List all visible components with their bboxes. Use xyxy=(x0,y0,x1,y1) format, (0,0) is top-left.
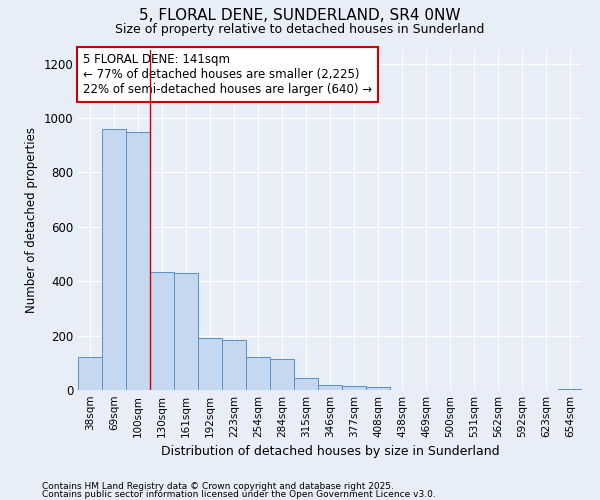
Bar xyxy=(150,272,174,390)
Bar xyxy=(270,358,294,390)
Bar xyxy=(318,384,342,390)
Text: 5, FLORAL DENE, SUNDERLAND, SR4 0NW: 5, FLORAL DENE, SUNDERLAND, SR4 0NW xyxy=(139,8,461,22)
Text: Contains public sector information licensed under the Open Government Licence v3: Contains public sector information licen… xyxy=(42,490,436,499)
Bar xyxy=(342,386,366,390)
Bar xyxy=(78,358,102,390)
Bar xyxy=(246,358,270,390)
Bar xyxy=(558,388,582,390)
Bar xyxy=(174,273,198,390)
Text: Contains HM Land Registry data © Crown copyright and database right 2025.: Contains HM Land Registry data © Crown c… xyxy=(42,482,394,491)
X-axis label: Distribution of detached houses by size in Sunderland: Distribution of detached houses by size … xyxy=(161,446,499,458)
Bar xyxy=(198,338,222,390)
Text: Size of property relative to detached houses in Sunderland: Size of property relative to detached ho… xyxy=(115,22,485,36)
Bar xyxy=(102,129,126,390)
Y-axis label: Number of detached properties: Number of detached properties xyxy=(25,127,38,313)
Bar xyxy=(126,132,150,390)
Text: 5 FLORAL DENE: 141sqm
← 77% of detached houses are smaller (2,225)
22% of semi-d: 5 FLORAL DENE: 141sqm ← 77% of detached … xyxy=(83,54,372,96)
Bar xyxy=(366,388,390,390)
Bar xyxy=(294,378,318,390)
Bar xyxy=(222,340,246,390)
